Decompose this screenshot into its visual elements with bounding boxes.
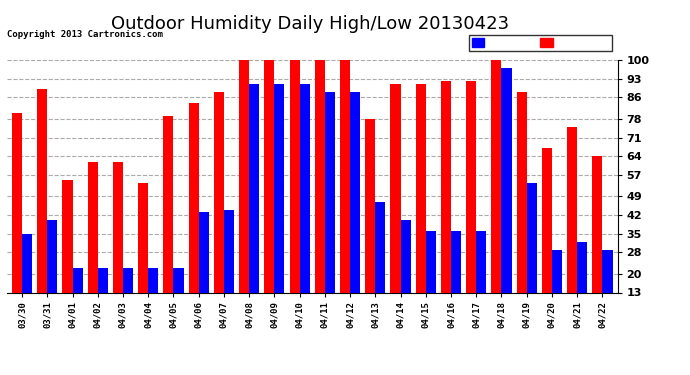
Bar: [264, 60, 275, 327]
Bar: [239, 60, 249, 327]
Legend: Low  (%), High  (%): Low (%), High (%): [469, 35, 612, 51]
Text: Outdoor Humidity Daily High/Low 20130423: Outdoor Humidity Daily High/Low 20130423: [112, 15, 509, 33]
Bar: [48, 220, 57, 327]
Bar: [299, 84, 310, 327]
Bar: [164, 116, 173, 327]
Bar: [502, 68, 511, 327]
Bar: [517, 92, 526, 327]
Bar: [275, 84, 284, 327]
Bar: [441, 81, 451, 327]
Bar: [592, 156, 602, 327]
Bar: [290, 60, 299, 327]
Bar: [148, 268, 158, 327]
Bar: [451, 231, 461, 327]
Bar: [577, 242, 587, 327]
Bar: [325, 92, 335, 327]
Bar: [602, 250, 613, 327]
Bar: [426, 231, 436, 327]
Bar: [199, 212, 209, 327]
Bar: [224, 210, 234, 327]
Bar: [415, 84, 426, 327]
Bar: [340, 60, 350, 327]
Bar: [72, 268, 83, 327]
Bar: [22, 234, 32, 327]
Bar: [400, 220, 411, 327]
Bar: [62, 180, 72, 327]
Bar: [37, 89, 48, 327]
Text: Copyright 2013 Cartronics.com: Copyright 2013 Cartronics.com: [7, 30, 163, 39]
Bar: [350, 92, 360, 327]
Bar: [365, 119, 375, 327]
Bar: [214, 92, 224, 327]
Bar: [542, 148, 552, 327]
Bar: [491, 60, 502, 327]
Bar: [123, 268, 133, 327]
Bar: [315, 60, 325, 327]
Bar: [476, 231, 486, 327]
Bar: [466, 81, 476, 327]
Bar: [375, 202, 386, 327]
Bar: [526, 183, 537, 327]
Bar: [249, 84, 259, 327]
Bar: [567, 127, 577, 327]
Bar: [138, 183, 148, 327]
Bar: [113, 162, 123, 327]
Bar: [391, 84, 400, 327]
Bar: [88, 162, 98, 327]
Bar: [98, 268, 108, 327]
Bar: [188, 103, 199, 327]
Bar: [12, 114, 22, 327]
Bar: [552, 250, 562, 327]
Bar: [173, 268, 184, 327]
